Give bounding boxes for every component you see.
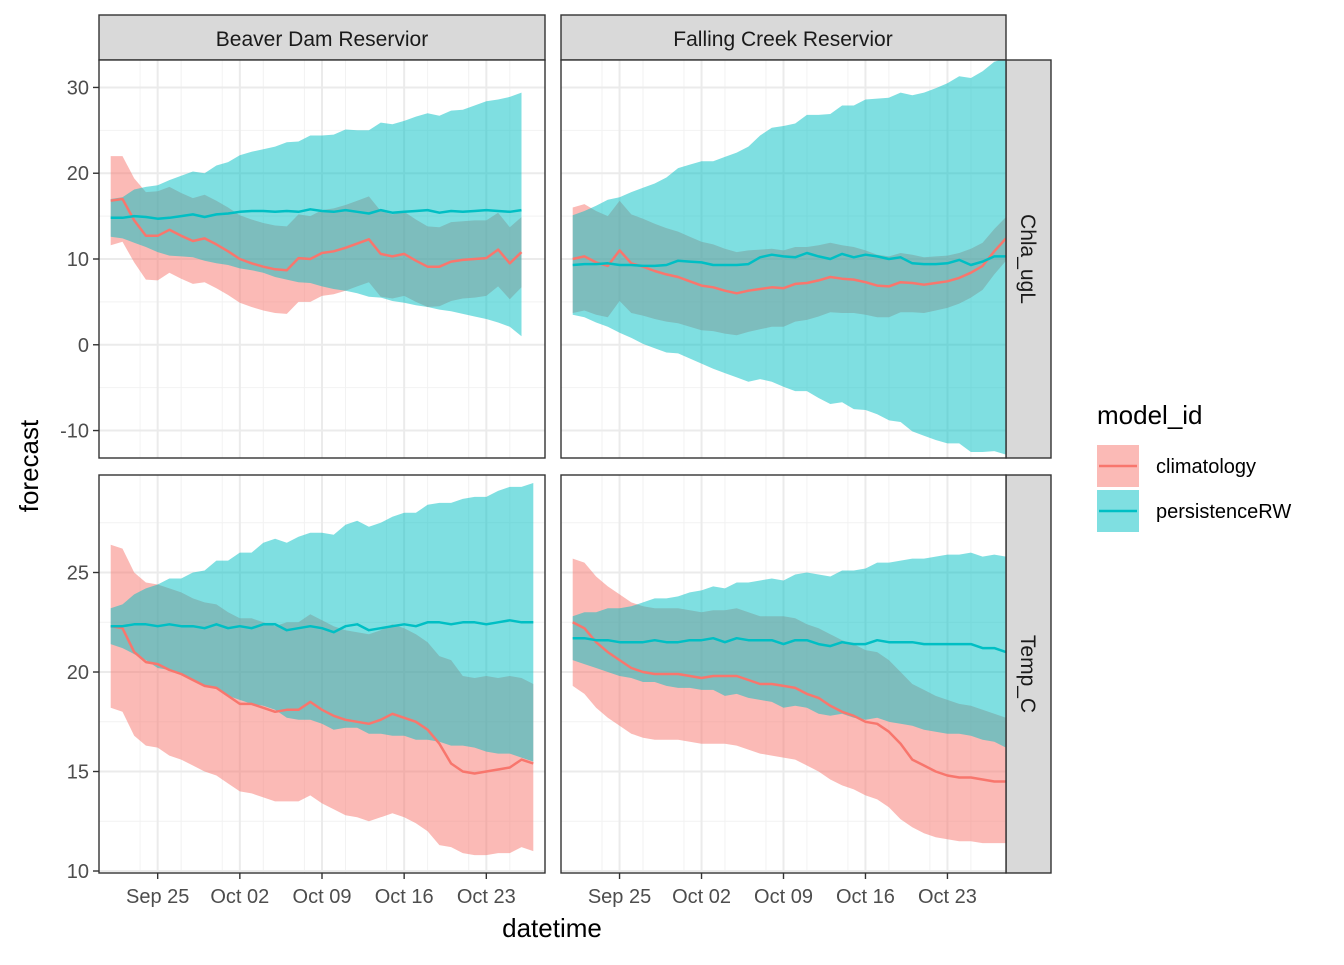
median-line-climatology (572, 237, 1006, 295)
panel-falling-chla (560, 59, 1007, 459)
x-tick-label: Sep 25 (588, 886, 651, 908)
y-tick-label: 30 (67, 77, 89, 99)
legend-label-persistencerw: persistenceRW (1156, 501, 1291, 523)
x-tick-label: Oct 16 (375, 886, 434, 908)
y-tick-label: 20 (67, 163, 89, 185)
y-axis-title: forecast (14, 419, 44, 512)
row-strip-temp: Temp_C (1005, 474, 1052, 874)
median-line-climatology (572, 621, 1006, 783)
panel-beaver-chla (93, 59, 546, 459)
y-tick-label: 10 (67, 861, 89, 883)
strip-background (560, 14, 1007, 61)
ribbon-persistenceRW (572, 552, 1006, 748)
ribbon-persistenceRW (110, 483, 534, 762)
x-tick-label: Oct 09 (754, 886, 813, 908)
legend-entry-climatology: climatology (1097, 445, 1256, 487)
strip-background (1005, 474, 1052, 874)
median-line-persistenceRW (572, 251, 1006, 268)
x-tick-label: Oct 02 (672, 886, 731, 908)
y-tick-labels-temp: 25 20 15 10 (67, 563, 89, 884)
x-tick-label: Sep 25 (126, 886, 189, 908)
y-tick-labels-chla: 30 20 10 0 -10 (60, 77, 89, 442)
strip-background (98, 14, 546, 61)
ribbon-persistenceRW (110, 92, 522, 337)
median-line-climatology (110, 624, 534, 775)
x-axis-title: datetime (502, 913, 602, 943)
strip-background (1005, 59, 1052, 459)
column-strip-falling-creek: Falling Creek Reservior (560, 14, 1007, 61)
panel-falling-temp (560, 474, 1007, 879)
row-strip-chla: Chla_ugL (1005, 59, 1052, 459)
x-tick-label: Oct 23 (918, 886, 977, 908)
x-tick-label: Oct 23 (457, 886, 516, 908)
strip-label-beaver-dam: Beaver Dam Reservior (216, 28, 428, 51)
strip-label-falling-creek: Falling Creek Reservior (673, 28, 892, 51)
y-tick-label: 10 (67, 249, 89, 271)
y-tick-label: 15 (67, 762, 89, 784)
column-strip-beaver-dam: Beaver Dam Reservior (98, 14, 546, 61)
panel-beaver-temp (93, 474, 546, 879)
legend: model_id climatology persistenceRW (1097, 400, 1291, 532)
x-tick-label: Oct 16 (836, 886, 895, 908)
median-line-persistenceRW (572, 636, 1006, 654)
median-line-climatology (110, 197, 523, 272)
panel-border (560, 59, 1007, 459)
strip-label-chla: Chla_ugL (1016, 214, 1039, 304)
y-tick-label: 20 (67, 662, 89, 684)
y-tick-label: 0 (78, 335, 89, 357)
x-tick-label: Oct 09 (293, 886, 352, 908)
median-line-persistenceRW (110, 208, 522, 220)
y-tick-label: -10 (60, 421, 89, 443)
legend-label-climatology: climatology (1156, 456, 1256, 478)
legend-title: model_id (1097, 400, 1203, 430)
x-tick-labels-left: Sep 25 Oct 02 Oct 09 Oct 16 Oct 23 (126, 886, 516, 908)
x-tick-label: Oct 02 (210, 886, 269, 908)
x-tick-labels-right: Sep 25 Oct 02 Oct 09 Oct 16 Oct 23 (588, 886, 977, 908)
legend-entry-persistencerw: persistenceRW (1097, 490, 1291, 532)
strip-label-temp: Temp_C (1016, 635, 1039, 713)
y-tick-label: 25 (67, 563, 89, 585)
median-line-persistenceRW (110, 619, 534, 634)
